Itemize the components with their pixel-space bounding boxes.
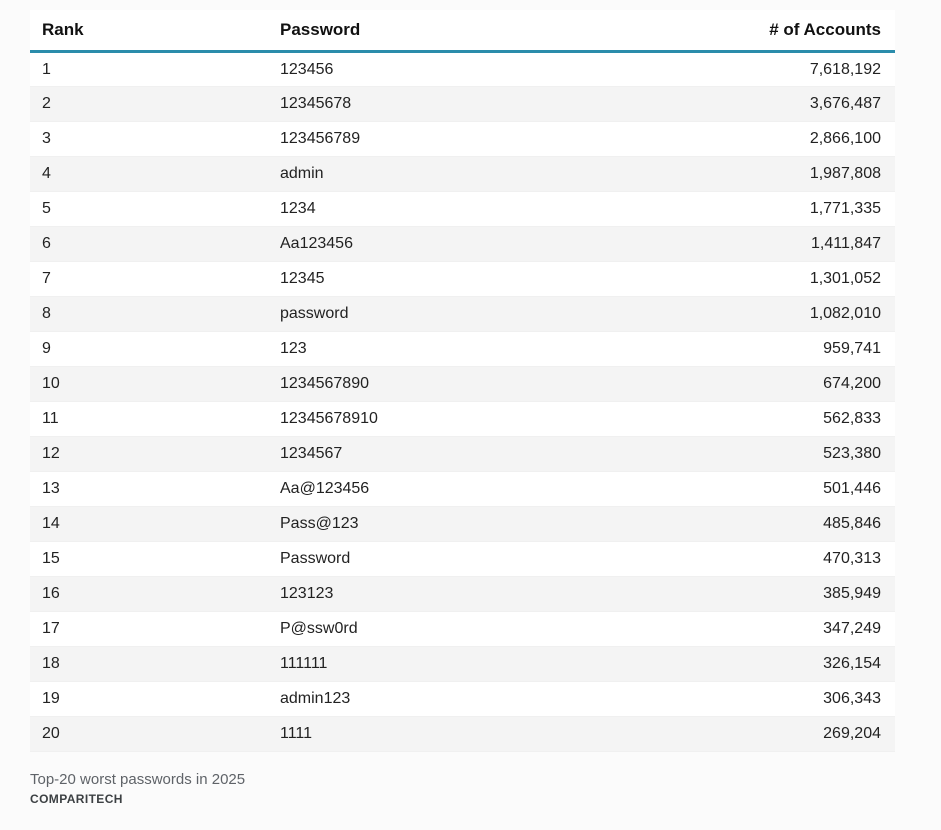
accounts-cell: 1,082,010 <box>658 296 895 332</box>
rank-cell: 7 <box>30 261 268 297</box>
accounts-cell: 385,949 <box>658 576 895 612</box>
password-cell: 111111 <box>268 646 658 682</box>
table-row: 11 12345678910 562,833 <box>30 401 895 437</box>
accounts-cell: 1,771,335 <box>658 191 895 227</box>
accounts-cell: 7,618,192 <box>658 51 895 87</box>
table-row: 2 12345678 3,676,487 <box>30 86 895 122</box>
password-cell: 12345 <box>268 261 658 297</box>
password-cell: 123 <box>268 331 658 367</box>
rank-cell: 8 <box>30 296 268 332</box>
table-row: 9 123 959,741 <box>30 331 895 367</box>
password-cell: 12345678 <box>268 86 658 122</box>
rank-cell: 5 <box>30 191 268 227</box>
rank-cell: 20 <box>30 716 268 752</box>
accounts-cell: 1,987,808 <box>658 156 895 192</box>
table-row: 20 1111 269,204 <box>30 716 895 752</box>
table-row: 19 admin123 306,343 <box>30 681 895 717</box>
rank-cell: 12 <box>30 436 268 472</box>
accounts-cell: 1,301,052 <box>658 261 895 297</box>
accounts-cell: 485,846 <box>658 506 895 542</box>
password-cell: 12345678910 <box>268 401 658 437</box>
rank-cell: 18 <box>30 646 268 682</box>
rank-cell: 1 <box>30 51 268 87</box>
rank-cell: 17 <box>30 611 268 647</box>
rank-cell: 14 <box>30 506 268 542</box>
accounts-cell: 470,313 <box>658 541 895 577</box>
password-cell: P@ssw0rd <box>268 611 658 647</box>
password-cell: 1234567890 <box>268 366 658 402</box>
table-row: 13 Aa@123456 501,446 <box>30 471 895 507</box>
table-row: 7 12345 1,301,052 <box>30 261 895 297</box>
column-header-password: Password <box>268 10 658 53</box>
accounts-cell: 269,204 <box>658 716 895 752</box>
accounts-cell: 306,343 <box>658 681 895 717</box>
passwords-table: Rank Password # of Accounts 1 123456 7,618… <box>30 10 895 752</box>
rank-cell: 2 <box>30 86 268 122</box>
password-cell: 123456789 <box>268 121 658 157</box>
table-row: 15 Password 470,313 <box>30 541 895 577</box>
table-row: 8 password 1,082,010 <box>30 296 895 332</box>
password-cell: Pass@123 <box>268 506 658 542</box>
password-cell: admin <box>268 156 658 192</box>
rank-cell: 13 <box>30 471 268 507</box>
table-row: 6 Aa123456 1,411,847 <box>30 226 895 262</box>
accounts-cell: 674,200 <box>658 366 895 402</box>
rank-cell: 16 <box>30 576 268 612</box>
accounts-cell: 959,741 <box>658 331 895 367</box>
password-cell: Aa123456 <box>268 226 658 262</box>
password-cell: 123123 <box>268 576 658 612</box>
table-row: 12 1234567 523,380 <box>30 436 895 472</box>
password-cell: admin123 <box>268 681 658 717</box>
accounts-cell: 3,676,487 <box>658 86 895 122</box>
table-row: 4 admin 1,987,808 <box>30 156 895 192</box>
caption-title: Top-20 worst passwords in 2025 <box>30 771 246 788</box>
accounts-cell: 1,411,847 <box>658 226 895 262</box>
caption-source-logo: COMPARITECH <box>30 792 123 806</box>
accounts-cell: 523,380 <box>658 436 895 472</box>
table-row: 14 Pass@123 485,846 <box>30 506 895 542</box>
rank-cell: 15 <box>30 541 268 577</box>
password-cell: Aa@123456 <box>268 471 658 507</box>
table-row: 5 1234 1,771,335 <box>30 191 895 227</box>
rank-cell: 11 <box>30 401 268 437</box>
accounts-cell: 2,866,100 <box>658 121 895 157</box>
column-header-accounts: # of Accounts <box>658 10 895 53</box>
table-body: 1 123456 7,618,192 2 12345678 3,676,487 3 12345… <box>30 51 895 752</box>
rank-cell: 9 <box>30 331 268 367</box>
column-header-rank: Rank <box>30 10 268 53</box>
figure-caption: Top-20 worst passwords in 2025 COMPARITE… <box>30 770 245 806</box>
rank-cell: 3 <box>30 121 268 157</box>
rank-cell: 4 <box>30 156 268 192</box>
password-cell: password <box>268 296 658 332</box>
table-row: 3 123456789 2,866,100 <box>30 121 895 157</box>
rank-cell: 10 <box>30 366 268 402</box>
accounts-cell: 347,249 <box>658 611 895 647</box>
password-cell: 123456 <box>268 51 658 87</box>
password-cell: 1234 <box>268 191 658 227</box>
accounts-cell: 562,833 <box>658 401 895 437</box>
accounts-cell: 501,446 <box>658 471 895 507</box>
accounts-cell: 326,154 <box>658 646 895 682</box>
table-row: 1 123456 7,618,192 <box>30 51 895 87</box>
password-cell: Password <box>268 541 658 577</box>
password-cell: 1111 <box>268 716 658 752</box>
table-row: 10 1234567890 674,200 <box>30 366 895 402</box>
rank-cell: 6 <box>30 226 268 262</box>
password-cell: 1234567 <box>268 436 658 472</box>
table-row: 18 111111 326,154 <box>30 646 895 682</box>
table-row: 17 P@ssw0rd 347,249 <box>30 611 895 647</box>
table-header-row: Rank Password # of Accounts <box>30 10 895 53</box>
rank-cell: 19 <box>30 681 268 717</box>
table-row: 16 123123 385,949 <box>30 576 895 612</box>
